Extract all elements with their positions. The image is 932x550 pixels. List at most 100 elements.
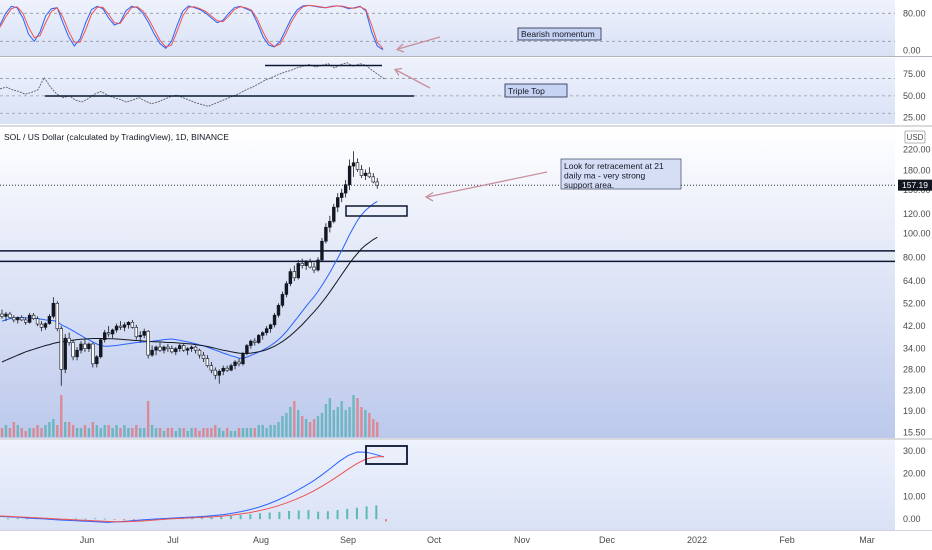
retracement-note-line: support area.	[564, 180, 614, 190]
candle-body	[375, 181, 379, 186]
support-zone-box[interactable]	[345, 205, 408, 217]
candle-body	[359, 169, 364, 176]
candle-body	[95, 356, 99, 365]
drawings[interactable]: Bearish momentum Triple Top Look for ret…	[45, 27, 682, 465]
price-tick-label: 52.00	[903, 298, 926, 308]
rsi-tick-label: 50.00	[903, 91, 926, 101]
candle-body	[43, 323, 48, 328]
candle-body	[347, 165, 352, 185]
triple-top-box[interactable]	[504, 83, 568, 98]
macd-histogram-bar	[94, 518, 97, 520]
volume-bar	[44, 425, 47, 437]
price-axis-bg	[895, 0, 932, 530]
volume-bar	[312, 419, 316, 437]
retracement-note-line: Look for retracement at 21	[564, 161, 664, 171]
volume-bar	[178, 428, 181, 437]
candle-body	[339, 192, 344, 198]
volume-bar	[0, 428, 4, 437]
candle-body	[280, 294, 285, 306]
retracement-note-box[interactable]	[560, 158, 682, 190]
candle-body	[253, 340, 257, 343]
volume-bar	[356, 398, 359, 437]
rsi-axis-labels: 75.00 50.00 25.00	[903, 69, 926, 123]
price-tick-label: 15.50	[903, 427, 926, 437]
bearish-arrow[interactable]	[397, 36, 441, 50]
candle-body	[106, 332, 111, 335]
candle-body	[12, 317, 16, 321]
bearish-arrow-head	[395, 43, 405, 53]
volume-bar	[289, 407, 292, 437]
candle-body	[209, 365, 214, 371]
candle-body	[55, 302, 60, 329]
candle-body	[158, 346, 162, 351]
candle-body	[39, 323, 44, 328]
candle-body	[189, 346, 194, 349]
candle-body	[87, 343, 91, 349]
rsi-tick-label: 75.00	[903, 69, 926, 79]
candle-body	[31, 314, 36, 320]
volume-bar	[182, 428, 185, 437]
time-axis-labels: Jun Jul Aug Sep Oct Nov Dec 2022 Feb Mar	[80, 535, 875, 545]
price-tick-label: 42.00	[903, 321, 926, 331]
volume-bar	[332, 410, 335, 437]
volume-bar	[297, 410, 300, 437]
retracement-arrow[interactable]	[426, 171, 548, 198]
volume-bar	[91, 422, 95, 437]
candle-body	[178, 345, 182, 349]
macd-histogram-bar	[297, 510, 300, 520]
stoch-series	[0, 4, 384, 51]
volume-bar	[277, 422, 280, 437]
bearish-momentum-box[interactable]	[517, 27, 602, 41]
volume-bar	[119, 428, 122, 437]
candle-body	[162, 346, 166, 351]
candle-body	[126, 322, 131, 326]
candle-body	[343, 184, 348, 194]
volume-bar	[146, 401, 150, 437]
macd-tick-label: 30.00	[903, 446, 926, 456]
candle-body	[249, 340, 253, 346]
candle-body	[276, 305, 281, 316]
retracement-arrow-head	[424, 191, 434, 202]
volume-bar	[360, 407, 363, 437]
time-axis-bg	[0, 530, 932, 550]
candle-body	[63, 337, 67, 370]
price-panel[interactable]	[0, 151, 895, 437]
price-tick-label: 19.00	[903, 406, 926, 416]
candle-body	[320, 240, 324, 261]
volume-bar	[340, 401, 343, 437]
macd-histogram-bar	[239, 515, 242, 520]
currency-badge[interactable]: USD	[904, 130, 926, 144]
candle-body	[4, 313, 8, 317]
candle-body	[170, 348, 174, 353]
macd-histogram-bar	[7, 518, 9, 520]
candle-body	[91, 343, 95, 365]
volume-bar	[301, 416, 304, 437]
triple-top-arrow[interactable]	[395, 69, 431, 89]
time-tick-label: Oct	[427, 535, 442, 545]
time-tick-label: Dec	[599, 535, 616, 545]
macd-line-0	[0, 451, 385, 523]
candle-body	[118, 325, 123, 328]
macd-histogram-bar	[249, 514, 252, 520]
stoch-rsi-panel[interactable]	[0, 4, 895, 51]
volume-bar	[24, 431, 27, 437]
stoch-level-lines	[0, 12, 895, 42]
candle-body	[328, 221, 332, 228]
time-tick-label: Sep	[340, 535, 356, 545]
macd-histogram-bar	[113, 519, 116, 520]
volume-bar	[253, 428, 256, 437]
macd-cross-box[interactable]	[365, 445, 408, 465]
macd-panel[interactable]	[0, 451, 387, 523]
candle-body	[174, 348, 178, 353]
time-tick-label: 2022	[687, 535, 707, 545]
volume-bar	[150, 425, 154, 437]
macd-histogram-bar	[16, 518, 19, 520]
volume-bar	[324, 404, 328, 437]
macd-tick-label: 0.00	[903, 514, 921, 524]
volume-bar	[64, 422, 67, 437]
candle-body	[367, 172, 372, 178]
candle-body	[8, 313, 12, 318]
macd-histogram-bar	[133, 519, 135, 521]
volume-bar	[376, 422, 379, 437]
